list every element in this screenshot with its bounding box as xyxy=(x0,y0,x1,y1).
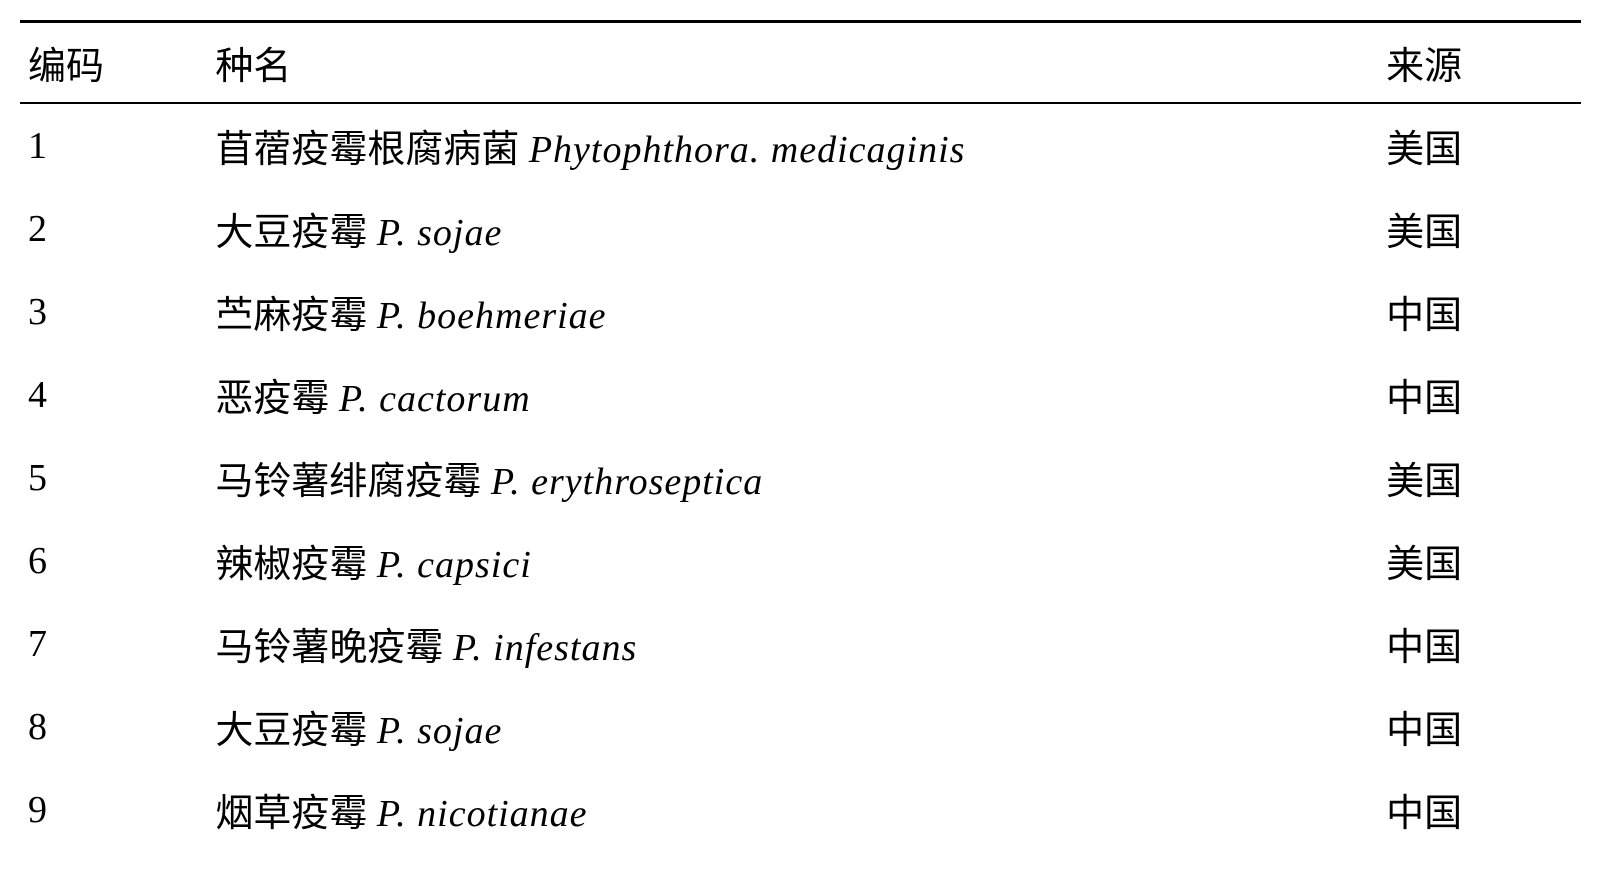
species-name-latin: P. boehmeriae xyxy=(377,295,607,337)
cell-code: 7 xyxy=(20,602,207,685)
cell-source: 美国 xyxy=(1378,103,1581,187)
cell-code: 8 xyxy=(20,685,207,768)
header-source: 来源 xyxy=(1378,22,1581,104)
cell-name: 马铃薯晚疫霉 P. infestans xyxy=(207,602,1378,685)
table-row: 8 大豆疫霉 P. sojae 中国 xyxy=(20,685,1581,768)
header-row: 编码 种名 来源 xyxy=(20,22,1581,104)
table-row: 6 辣椒疫霉 P. capsici 美国 xyxy=(20,519,1581,602)
species-name-cn: 马铃薯绯腐疫霉 xyxy=(215,461,481,503)
cell-code: 6 xyxy=(20,519,207,602)
species-name-cn: 苎麻疫霉 xyxy=(215,295,367,337)
species-name-latin: P. nicotianae xyxy=(377,793,588,835)
species-name-cn: 辣椒疫霉 xyxy=(215,544,367,586)
cell-source: 中国 xyxy=(1378,685,1581,768)
species-name-cn: 烟草疫霉 xyxy=(215,793,367,835)
species-name-cn: 大豆疫霉 xyxy=(215,710,367,752)
cell-source: 中国 xyxy=(1378,270,1581,353)
species-name-latin: P. capsici xyxy=(377,544,532,586)
species-table: 编码 种名 来源 1 苜蓿疫霉根腐病菌 Phytophthora. medica… xyxy=(20,20,1581,851)
species-name-latin: P. sojae xyxy=(377,710,503,752)
cell-source: 中国 xyxy=(1378,602,1581,685)
table-row: 3 苎麻疫霉 P. boehmeriae 中国 xyxy=(20,270,1581,353)
cell-source: 中国 xyxy=(1378,768,1581,851)
cell-code: 5 xyxy=(20,436,207,519)
table-row: 9 烟草疫霉 P. nicotianae 中国 xyxy=(20,768,1581,851)
cell-source: 美国 xyxy=(1378,187,1581,270)
species-table-container: 编码 种名 来源 1 苜蓿疫霉根腐病菌 Phytophthora. medica… xyxy=(20,20,1581,851)
species-name-latin: P. sojae xyxy=(377,212,503,254)
species-name-cn: 苜蓿疫霉根腐病菌 xyxy=(215,129,519,171)
header-name: 种名 xyxy=(207,22,1378,104)
cell-source: 美国 xyxy=(1378,436,1581,519)
table-row: 5 马铃薯绯腐疫霉 P. erythroseptica 美国 xyxy=(20,436,1581,519)
table-body: 1 苜蓿疫霉根腐病菌 Phytophthora. medicaginis 美国 … xyxy=(20,103,1581,851)
cell-name: 苜蓿疫霉根腐病菌 Phytophthora. medicaginis xyxy=(207,103,1378,187)
species-name-cn: 恶疫霉 xyxy=(215,378,329,420)
cell-name: 辣椒疫霉 P. capsici xyxy=(207,519,1378,602)
cell-code: 2 xyxy=(20,187,207,270)
cell-code: 9 xyxy=(20,768,207,851)
species-name-cn: 大豆疫霉 xyxy=(215,212,367,254)
table-row: 1 苜蓿疫霉根腐病菌 Phytophthora. medicaginis 美国 xyxy=(20,103,1581,187)
species-name-latin: Phytophthora. medicaginis xyxy=(529,129,966,171)
table-row: 2 大豆疫霉 P. sojae 美国 xyxy=(20,187,1581,270)
cell-code: 4 xyxy=(20,353,207,436)
cell-code: 3 xyxy=(20,270,207,353)
cell-name: 苎麻疫霉 P. boehmeriae xyxy=(207,270,1378,353)
cell-name: 大豆疫霉 P. sojae xyxy=(207,685,1378,768)
header-code: 编码 xyxy=(20,22,207,104)
table-row: 7 马铃薯晚疫霉 P. infestans 中国 xyxy=(20,602,1581,685)
cell-name: 恶疫霉 P. cactorum xyxy=(207,353,1378,436)
cell-code: 1 xyxy=(20,103,207,187)
table-header: 编码 种名 来源 xyxy=(20,22,1581,104)
cell-source: 美国 xyxy=(1378,519,1581,602)
cell-name: 马铃薯绯腐疫霉 P. erythroseptica xyxy=(207,436,1378,519)
cell-source: 中国 xyxy=(1378,353,1581,436)
species-name-latin: P. infestans xyxy=(453,627,637,669)
species-name-latin: P. erythroseptica xyxy=(491,461,763,503)
cell-name: 大豆疫霉 P. sojae xyxy=(207,187,1378,270)
table-row: 4 恶疫霉 P. cactorum 中国 xyxy=(20,353,1581,436)
cell-name: 烟草疫霉 P. nicotianae xyxy=(207,768,1378,851)
species-name-cn: 马铃薯晚疫霉 xyxy=(215,627,443,669)
species-name-latin: P. cactorum xyxy=(339,378,531,420)
